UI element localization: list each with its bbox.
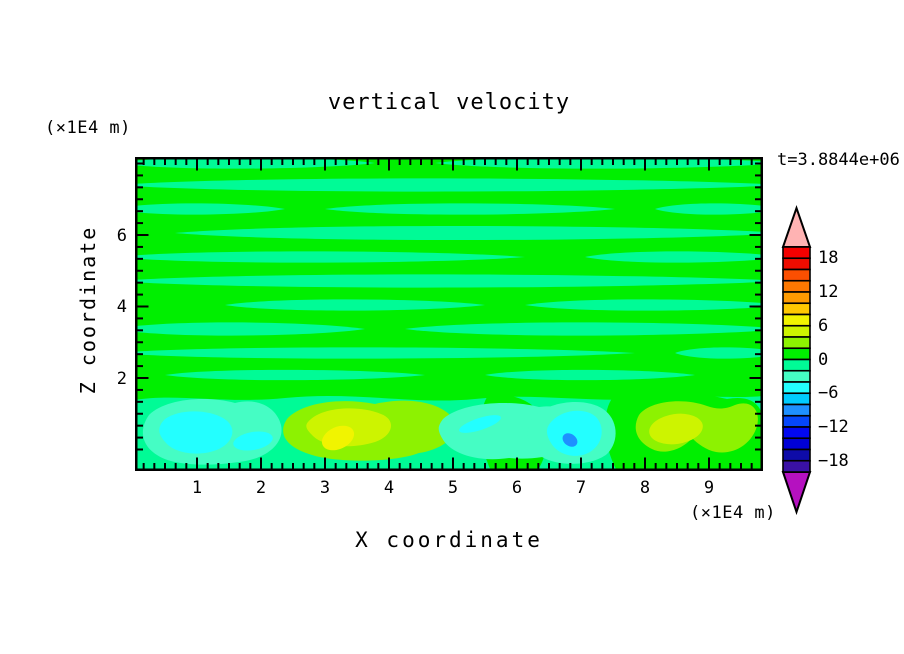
contour-field bbox=[135, 157, 763, 471]
y-axis-unit-label: (×1E4 m) bbox=[45, 118, 131, 138]
colorbar-band bbox=[782, 324, 811, 338]
x-tick-label: 8 bbox=[639, 478, 651, 498]
colorbar-band bbox=[782, 426, 811, 440]
colorbar-over-arrow bbox=[781, 204, 812, 248]
colorbar-band bbox=[782, 268, 811, 282]
colorbar-band bbox=[782, 403, 811, 417]
colorbar-band bbox=[782, 381, 811, 395]
colorbar-tick-label: 0 bbox=[818, 349, 829, 370]
colorbar-band bbox=[782, 392, 811, 406]
z-tick-label: 4 bbox=[116, 297, 127, 317]
x-axis-unit-label: (×1E4 m) bbox=[690, 503, 776, 523]
colorbar-band bbox=[782, 358, 811, 372]
colorbar-tick-label: −12 bbox=[818, 417, 849, 437]
z-tick-label: 6 bbox=[116, 226, 127, 246]
colorbar-tick-label: 6 bbox=[818, 315, 829, 336]
colorbar-band bbox=[782, 347, 811, 361]
x-tick-label: 7 bbox=[575, 478, 587, 498]
colorbar-band bbox=[782, 302, 811, 316]
colorbar-band bbox=[782, 313, 811, 327]
x-tick-label: 1 bbox=[191, 478, 203, 498]
colorbar-band bbox=[782, 414, 811, 428]
colorbar-tick-label: −6 bbox=[818, 383, 839, 404]
colorbar-band bbox=[782, 246, 811, 260]
x-axis-title: X coordinate bbox=[355, 528, 543, 552]
chart-title: vertical velocity bbox=[327, 90, 571, 115]
colorbar-band bbox=[782, 279, 811, 293]
contour-spot bbox=[649, 413, 703, 445]
plot-area bbox=[135, 157, 763, 471]
time-annotation: t=3.8844e+06 bbox=[777, 150, 900, 170]
x-tick-label: 6 bbox=[511, 478, 523, 498]
contour-blob bbox=[546, 410, 602, 456]
contour-blob bbox=[159, 411, 233, 454]
contour-spot bbox=[458, 415, 502, 433]
colorbar-band bbox=[782, 291, 811, 305]
colorbar-band bbox=[782, 257, 811, 271]
contour-spot bbox=[562, 433, 578, 447]
colorbar-tick-label: −18 bbox=[818, 450, 849, 471]
x-tick-label: 5 bbox=[447, 478, 459, 498]
colorbar-band bbox=[782, 437, 811, 451]
x-tick-label: 2 bbox=[255, 478, 267, 498]
x-tick-label: 4 bbox=[383, 478, 395, 498]
x-tick-label: 3 bbox=[319, 478, 331, 498]
colorbar-band bbox=[782, 459, 811, 473]
contour-spot bbox=[233, 431, 273, 451]
colorbar-band bbox=[782, 369, 811, 383]
colorbar-tick-label: 12 bbox=[818, 282, 839, 302]
x-tick-label: 9 bbox=[703, 478, 715, 498]
colorbar-band bbox=[782, 336, 811, 350]
colorbar-under-arrow bbox=[781, 471, 812, 516]
colorbar-tick-label: 18 bbox=[818, 248, 839, 269]
z-tick-label: 2 bbox=[116, 369, 127, 389]
plot-border bbox=[135, 157, 763, 471]
colorbar-band bbox=[782, 448, 811, 462]
colorbar bbox=[781, 204, 812, 516]
contour-spot bbox=[321, 425, 355, 451]
